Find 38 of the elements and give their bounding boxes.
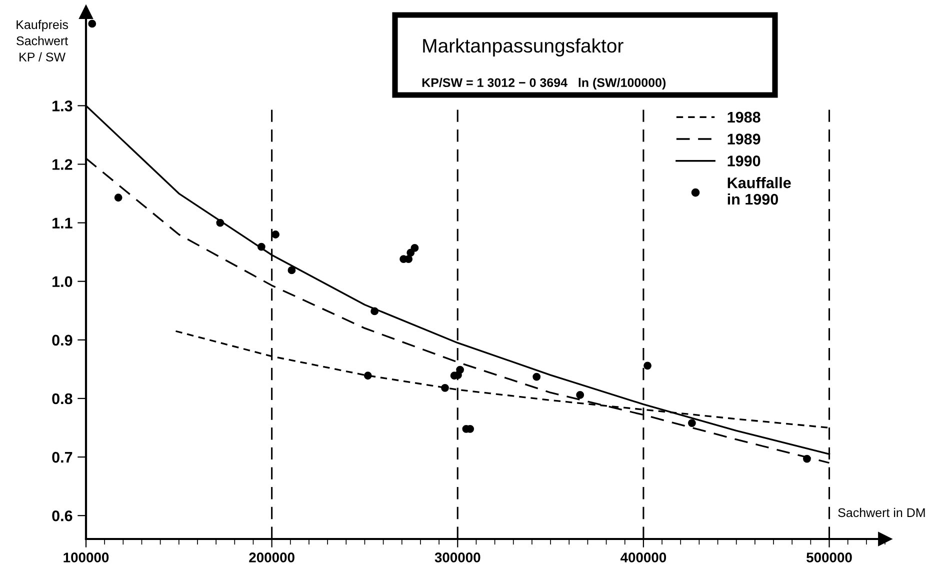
point: [370, 307, 379, 316]
point: [688, 419, 696, 428]
point: [272, 230, 280, 238]
y-tick-label: 0.7: [52, 452, 72, 463]
legend-label: 1990: [728, 156, 760, 166]
y-tick-label: 1.0: [52, 276, 72, 288]
text: KP/SW = 1 3012 − 0 3694 ln (SW/100000): [422, 78, 666, 90]
y-tick-label: 0.9: [52, 334, 72, 346]
legend-label: 1989: [728, 134, 760, 144]
point: [216, 218, 224, 227]
point: [406, 248, 415, 257]
point: [644, 362, 652, 370]
legend-label: Kauffalle in 1990: [728, 177, 791, 205]
y-tick-label: 1.3: [52, 100, 72, 112]
point: [441, 384, 449, 392]
x-tick-label: 100000: [64, 552, 109, 562]
point: [114, 194, 122, 202]
x-tick-label: 500000: [806, 552, 852, 562]
x-axis-title: Sachwert in DM: [838, 508, 925, 518]
point: [532, 372, 541, 381]
legend-label: 1988: [728, 112, 760, 123]
point: [456, 366, 464, 374]
x-tick-label: 300000: [434, 552, 480, 562]
point: [803, 454, 811, 463]
y-tick-label: 0.6: [52, 510, 72, 522]
point: [88, 20, 96, 28]
y-tick-label: 1.2: [52, 159, 72, 170]
point: [576, 391, 584, 399]
point: [410, 244, 419, 252]
y-axis-title: Kaufpreis Sachwert KP / SW: [16, 20, 68, 62]
y-tick-label: 0.8: [52, 393, 72, 404]
point: [257, 242, 266, 251]
point: [288, 266, 296, 274]
point: [364, 372, 372, 380]
x-tick-label: 200000: [249, 552, 294, 562]
text: Marktanpassungsfaktor: [423, 38, 624, 56]
x-tick-label: 400000: [620, 552, 666, 562]
y-tick-label: 1.1: [52, 218, 72, 228]
